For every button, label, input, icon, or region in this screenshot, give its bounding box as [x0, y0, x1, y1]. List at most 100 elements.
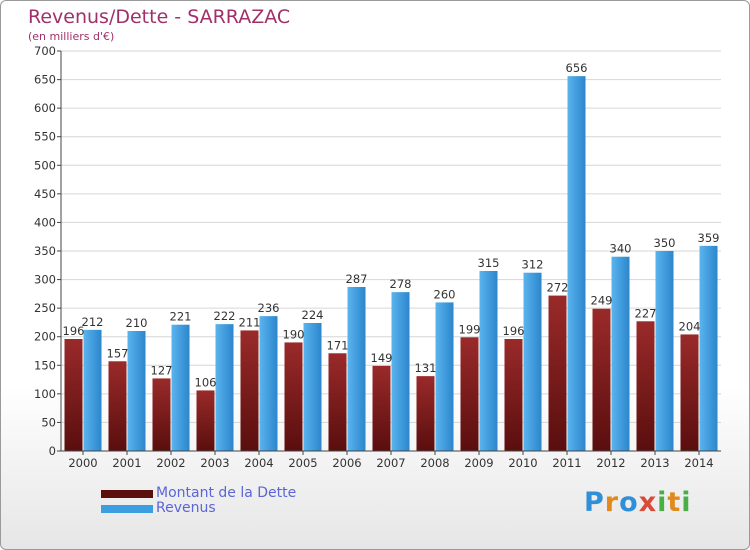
x-tick-label: 2006 — [332, 456, 361, 470]
revenue-bar — [611, 256, 630, 451]
legend-label-debt: Montant de la Dette — [156, 485, 297, 501]
debt-bar — [416, 376, 435, 451]
x-tick-label: 2004 — [244, 456, 273, 470]
debt-bar — [196, 390, 215, 451]
revenue-value-label: 236 — [258, 301, 280, 315]
revenue-bar — [303, 323, 322, 451]
revenue-bar — [215, 324, 234, 451]
x-tick-label: 2008 — [420, 456, 449, 470]
debt-value-label: 272 — [547, 281, 569, 295]
debt-bar — [152, 378, 171, 451]
revenue-bar — [523, 272, 542, 451]
x-tick-label: 2002 — [156, 456, 185, 470]
revenue-bar — [655, 251, 674, 451]
grid-lines — [61, 50, 721, 452]
revenue-value-label: 656 — [566, 61, 588, 75]
revenue-bar — [83, 329, 102, 451]
debt-bar — [636, 321, 655, 451]
y-tick-label: 500 — [34, 158, 56, 172]
debt-bar — [328, 353, 347, 451]
y-tick-label: 700 — [34, 44, 56, 58]
y-tick-label: 100 — [34, 387, 56, 401]
x-tick-label: 2010 — [508, 456, 537, 470]
debt-bar — [504, 339, 523, 451]
chart-title: Revenus/Dette - SARRAZAC — [28, 6, 291, 28]
legend-swatch-revenue — [101, 505, 153, 513]
legend-label-revenue: Revenus — [156, 500, 216, 516]
debt-bar — [108, 361, 127, 451]
debt-value-label: 157 — [107, 346, 129, 360]
debt-value-label: 196 — [503, 324, 525, 338]
debt-bar — [592, 308, 611, 451]
revenue-value-label: 224 — [302, 308, 324, 322]
revenue-bar — [567, 76, 586, 452]
debt-bar — [64, 339, 83, 451]
revenue-bar — [259, 316, 278, 451]
revenue-bar — [127, 331, 146, 451]
x-axis: 2000 2001 2002 2003 2004 2005 2006 2007 2008 2009… — [61, 450, 721, 470]
debt-value-label: 196 — [63, 324, 85, 338]
chart-subtitle: (en milliers d'€) — [28, 30, 115, 43]
revenue-value-label: 350 — [654, 236, 676, 250]
legend-swatch-debt — [101, 490, 153, 498]
revenue-value-label: 315 — [478, 256, 500, 270]
x-tick-label: 2007 — [376, 456, 405, 470]
debt-bar — [284, 342, 303, 451]
y-axis: 0 50 100 150 200 250 300 350 400 450 500 550 600 650 7… — [34, 44, 62, 458]
revenue-bar — [171, 324, 190, 451]
debt-bar — [460, 337, 479, 451]
revenue-value-label: 287 — [346, 272, 368, 286]
y-tick-label: 150 — [34, 358, 56, 372]
revenue-bar — [699, 245, 718, 451]
x-tick-label: 2014 — [684, 456, 713, 470]
y-tick-label: 250 — [34, 301, 56, 315]
y-tick-label: 550 — [34, 130, 56, 144]
bars — [64, 76, 718, 452]
revenue-bar — [347, 287, 366, 451]
revenue-bar — [391, 292, 410, 451]
x-tick-label: 2001 — [112, 456, 141, 470]
debt-bar — [680, 334, 699, 451]
y-tick-label: 650 — [34, 73, 56, 87]
revenue-value-label: 340 — [610, 242, 632, 256]
debt-value-label: 199 — [459, 322, 481, 336]
y-tick-label: 50 — [41, 415, 56, 429]
x-tick-label: 2012 — [596, 456, 625, 470]
y-tick-label: 300 — [34, 273, 56, 287]
debt-value-label: 211 — [239, 315, 261, 329]
x-tick-label: 2013 — [640, 456, 669, 470]
x-tick-label: 2011 — [552, 456, 581, 470]
x-tick-label: 2000 — [68, 456, 97, 470]
x-tick-label: 2003 — [200, 456, 229, 470]
revenue-bar — [479, 271, 498, 451]
revenue-value-label: 222 — [214, 309, 236, 323]
debt-value-label: 171 — [327, 338, 349, 352]
debt-value-label: 149 — [371, 351, 393, 365]
revenue-value-label: 278 — [390, 277, 412, 291]
revenue-value-label: 221 — [170, 310, 192, 324]
revenue-value-label: 210 — [126, 316, 148, 330]
debt-value-label: 131 — [415, 361, 437, 375]
debt-value-label: 127 — [151, 363, 173, 377]
debt-value-label: 249 — [591, 294, 613, 308]
debt-bar — [548, 295, 567, 451]
revenue-bar — [435, 302, 454, 451]
revenue-value-label: 260 — [434, 287, 456, 301]
y-tick-label: 450 — [34, 187, 56, 201]
debt-value-label: 204 — [679, 319, 701, 333]
debt-value-label: 227 — [635, 306, 657, 320]
y-tick-label: 200 — [34, 330, 56, 344]
revenue-value-label: 212 — [82, 315, 104, 329]
x-tick-label: 2009 — [464, 456, 493, 470]
debt-bar — [372, 365, 391, 451]
revenue-value-label: 312 — [522, 258, 544, 272]
y-tick-label: 350 — [34, 244, 56, 258]
x-tick-label: 2005 — [288, 456, 317, 470]
debt-value-label: 190 — [283, 327, 305, 341]
y-tick-label: 0 — [49, 444, 56, 458]
y-tick-label: 400 — [34, 215, 56, 229]
debt-value-label: 106 — [195, 375, 217, 389]
